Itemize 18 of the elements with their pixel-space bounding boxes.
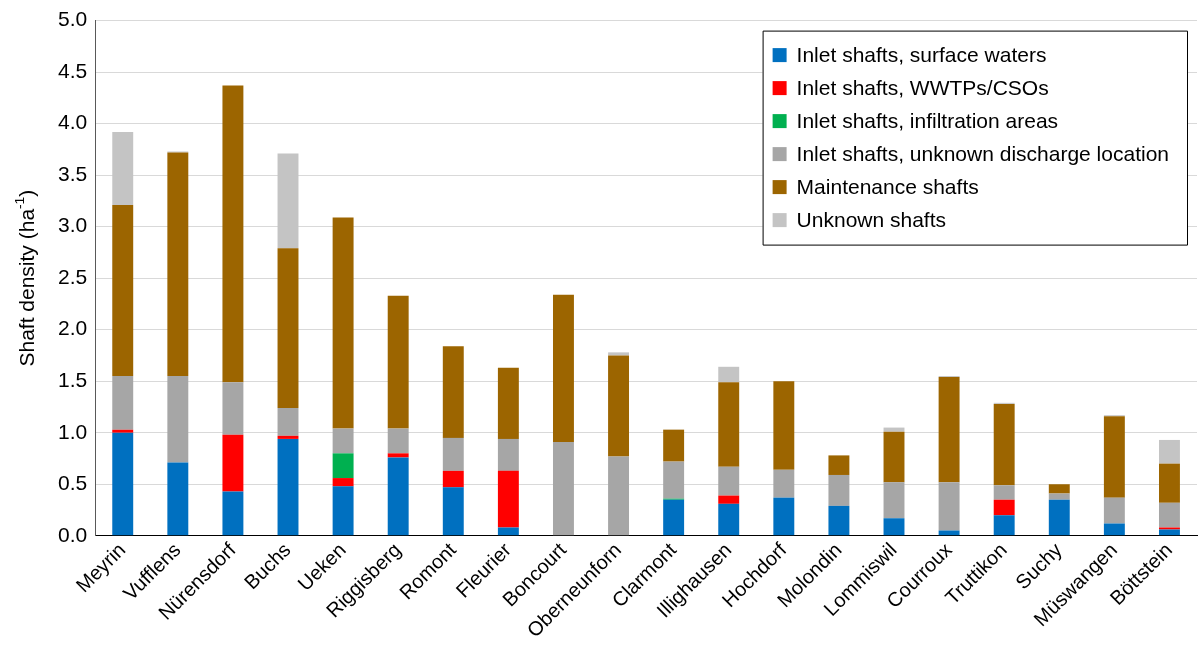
legend-label: Inlet shafts, WWTPs/CSOs [796,75,1049,99]
legend-label: Maintenance shafts [796,174,979,198]
y-tick-label: 0.0 [57,522,88,546]
y-tick-label: 0.5 [57,471,88,495]
y-tick-label: 4.5 [57,58,88,82]
y-tick-label: 5.0 [57,7,88,31]
legend-label: Unknown shafts [796,207,947,231]
y-tick-label: 1.5 [57,368,88,392]
legend-label: Inlet shafts, infiltration areas [796,108,1059,132]
y-tick-label: 1.0 [57,419,88,443]
legend-label: Inlet shafts, surface waters [796,42,1047,66]
y-tick-label: 3.5 [57,161,88,185]
y-tick-label: 3.0 [57,213,88,237]
y-tick-label: 4.0 [57,110,88,134]
y-axis-title: Shaft density (ha-1) [11,189,38,367]
legend-label: Inlet shafts, unknown discharge location [796,141,1170,165]
y-tick-label: 2.0 [57,316,88,340]
y-tick-label: 2.5 [57,264,88,288]
